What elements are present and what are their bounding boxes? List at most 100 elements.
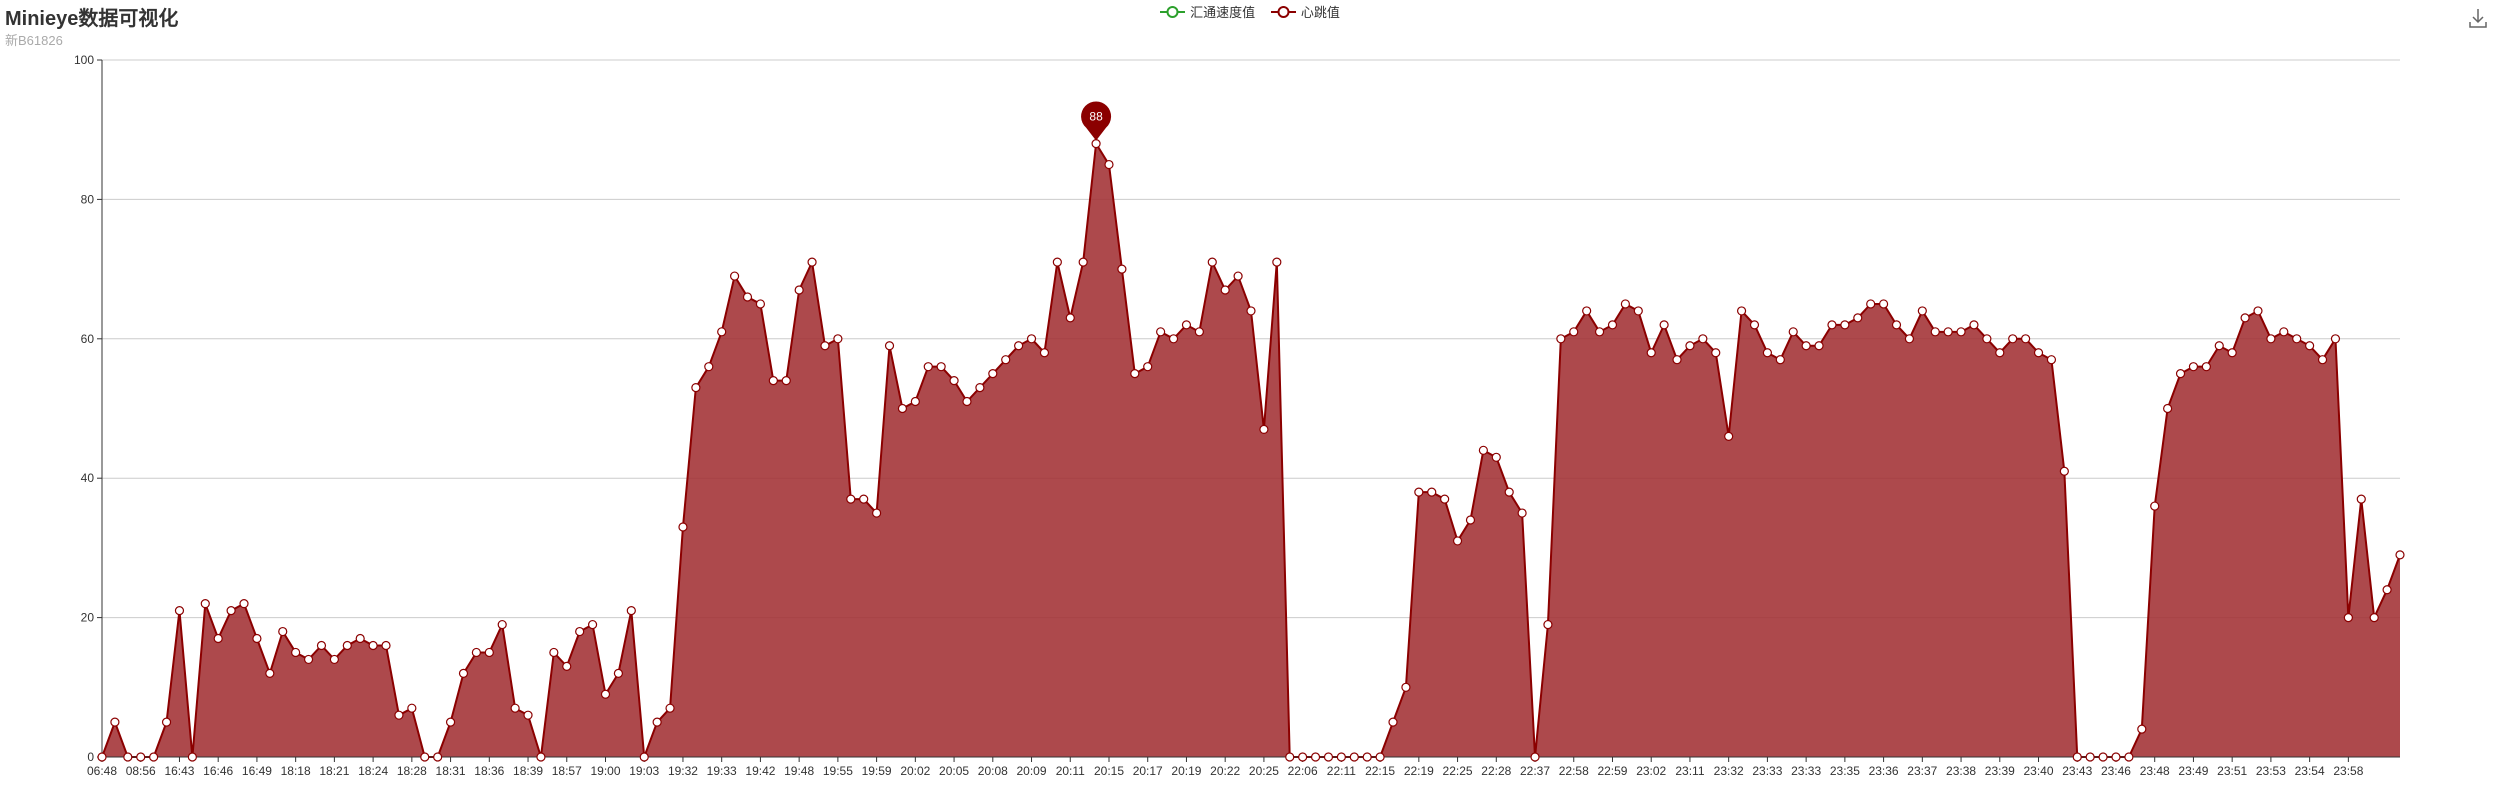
data-point xyxy=(1724,431,1734,441)
data-point xyxy=(742,292,753,302)
data-point xyxy=(1982,334,1992,344)
data-point xyxy=(381,640,391,651)
x-tick-label: 23:33 xyxy=(1752,764,1782,778)
y-tick-label: 100 xyxy=(74,53,94,67)
data-point xyxy=(200,599,210,609)
data-point xyxy=(1840,320,1850,330)
data-point xyxy=(407,703,417,713)
data-point xyxy=(768,376,778,386)
data-point xyxy=(846,494,856,504)
data-point xyxy=(884,341,895,351)
data-point xyxy=(1285,752,1295,762)
data-point xyxy=(575,626,585,637)
data-point xyxy=(1130,369,1140,379)
data-point xyxy=(1517,508,1527,518)
data-point xyxy=(420,752,430,762)
data-point xyxy=(1569,327,1579,337)
x-tick-label: 19:32 xyxy=(668,764,698,778)
download-button[interactable] xyxy=(2466,6,2490,30)
x-tick-label: 22:11 xyxy=(1327,764,1356,778)
data-point xyxy=(174,606,185,616)
x-tick-label: 22:37 xyxy=(1520,764,1550,778)
data-point xyxy=(2369,612,2379,623)
data-point xyxy=(1452,536,1463,546)
x-tick-label: 23:39 xyxy=(1985,764,2015,778)
x-tick-label: 20:08 xyxy=(978,764,1008,778)
data-point xyxy=(2356,494,2366,504)
data-point xyxy=(1582,306,1592,316)
data-point xyxy=(1775,355,1785,365)
data-point xyxy=(1310,752,1321,762)
data-point xyxy=(1207,257,1217,267)
data-point xyxy=(1259,424,1269,435)
data-point xyxy=(897,403,908,414)
data-point xyxy=(1465,515,1476,525)
data-point xyxy=(1414,487,1424,497)
data-point xyxy=(600,689,611,699)
max-markpoint-label: 88 xyxy=(1089,110,1103,124)
x-tick-label: 18:39 xyxy=(513,764,543,778)
y-tick-label: 0 xyxy=(87,750,94,764)
x-tick-label: 23:49 xyxy=(2178,764,2208,778)
data-point xyxy=(2253,306,2263,316)
data-point xyxy=(717,327,727,337)
data-point xyxy=(2111,752,2121,762)
y-tick-label: 60 xyxy=(81,332,95,346)
x-tick-label: 20:17 xyxy=(1133,764,1163,778)
data-point xyxy=(2008,334,2018,344)
x-tick-label: 23:48 xyxy=(2140,764,2170,778)
data-point xyxy=(1478,445,1488,455)
data-point xyxy=(1336,752,1346,762)
max-markpoint-pin xyxy=(1081,101,1112,141)
data-point xyxy=(1930,327,1940,337)
data-point xyxy=(1104,159,1114,170)
data-point xyxy=(1866,299,1876,309)
data-point xyxy=(755,299,766,309)
data-point xyxy=(355,633,365,644)
data-point xyxy=(1711,348,1721,358)
data-point xyxy=(187,752,197,762)
data-point xyxy=(2163,403,2173,414)
x-tick-label: 22:15 xyxy=(1365,764,1395,778)
data-point xyxy=(691,382,701,393)
data-point xyxy=(562,661,572,671)
data-point xyxy=(536,752,546,762)
data-point xyxy=(1504,487,1514,497)
data-point xyxy=(2266,334,2276,344)
chart-subtitle: 新B61826 xyxy=(5,33,63,48)
legend-item-speed[interactable]: 汇通速度值 xyxy=(1160,2,1255,21)
data-point xyxy=(161,717,172,727)
data-point xyxy=(1168,334,1179,344)
data-point xyxy=(1143,362,1153,372)
data-point xyxy=(1943,327,1953,337)
data-point xyxy=(303,654,314,665)
data-point xyxy=(368,640,378,651)
x-tick-label: 22:28 xyxy=(1481,764,1511,778)
data-point xyxy=(1001,355,1011,365)
data-point xyxy=(226,606,236,616)
data-point xyxy=(445,717,456,727)
data-point xyxy=(2343,612,2353,623)
y-tick-label: 40 xyxy=(81,471,95,485)
y-tick-label: 80 xyxy=(81,192,95,206)
data-point xyxy=(1194,327,1204,337)
data-point xyxy=(833,334,843,344)
x-tick-label: 18:57 xyxy=(552,764,582,778)
data-point xyxy=(2072,752,2082,762)
x-tick-label: 22:19 xyxy=(1404,764,1434,778)
data-point xyxy=(949,376,959,386)
data-point xyxy=(123,752,133,762)
x-tick-label: 18:21 xyxy=(319,764,349,778)
data-point xyxy=(910,396,920,407)
legend-label-heartbeat: 心跳值 xyxy=(1300,5,1340,20)
data-point xyxy=(2150,501,2160,511)
data-point xyxy=(1891,320,1902,330)
x-tick-label: 19:55 xyxy=(823,764,853,778)
data-point xyxy=(1685,341,1695,351)
x-tick-label: 16:46 xyxy=(203,764,233,778)
data-point xyxy=(2124,752,2134,762)
legend-item-heartbeat[interactable]: 心跳值 xyxy=(1270,2,1340,21)
data-point xyxy=(1956,327,1966,337)
data-point xyxy=(2085,752,2095,762)
data-point xyxy=(1091,139,1101,149)
